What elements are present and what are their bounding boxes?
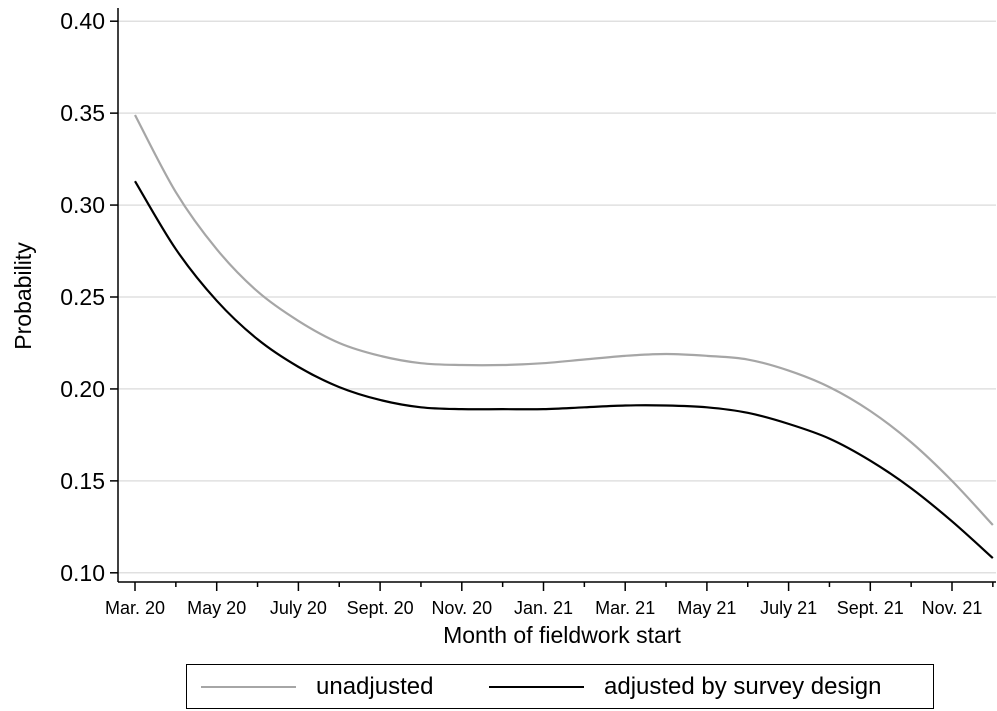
series-line-unadjusted (135, 115, 993, 525)
x-axis-label: Month of fieldwork start (443, 622, 681, 648)
y-tick-label: 0.30 (60, 192, 105, 218)
legend-swatch-unadjusted (201, 686, 296, 688)
axes (118, 8, 996, 582)
y-tick-label: 0.25 (60, 284, 105, 310)
legend-item-adjusted: adjusted by survey design (489, 665, 882, 708)
y-tick-label: 0.20 (60, 376, 105, 402)
series-line-adjusted (135, 181, 993, 558)
legend-label-adjusted: adjusted by survey design (604, 673, 882, 701)
y-tick-label: 0.15 (60, 468, 105, 494)
x-tick-label: July 20 (270, 598, 327, 618)
y-tick-label: 0.35 (60, 100, 105, 126)
x-tick-label: May 21 (677, 598, 736, 618)
legend-swatch-adjusted (489, 686, 584, 688)
y-tick-label: 0.10 (60, 560, 105, 586)
x-tick-label: May 20 (187, 598, 246, 618)
y-axis-ticks: 0.10 0.15 0.20 0.25 0.30 0.35 0.40 (60, 8, 118, 586)
legend-item-unadjusted: unadjusted (201, 665, 433, 708)
x-tick-label: Jan. 21 (514, 598, 573, 618)
x-tick-label: Mar. 20 (105, 598, 165, 618)
legend: unadjusted adjusted by survey design (186, 664, 934, 709)
x-axis-ticks: Mar. 20 May 20 July 20 Sept. 20 Nov. 20 Jan. … (105, 582, 993, 618)
line-chart: 0.10 0.15 0.20 0.25 0.30 0.35 0.40 Mar. 20 May … (0, 0, 997, 663)
x-tick-label: Sept. 21 (837, 598, 904, 618)
x-tick-label: Nov. 20 (431, 598, 492, 618)
x-tick-label: Mar. 21 (595, 598, 655, 618)
gridlines (118, 21, 996, 573)
x-tick-label: Nov. 21 (922, 598, 983, 618)
x-tick-label: July 21 (760, 598, 817, 618)
x-tick-label: Sept. 20 (347, 598, 414, 618)
y-axis-label: Probability (10, 242, 36, 350)
legend-label-unadjusted: unadjusted (316, 673, 433, 701)
y-tick-label: 0.40 (60, 8, 105, 34)
series-lines (135, 115, 993, 558)
